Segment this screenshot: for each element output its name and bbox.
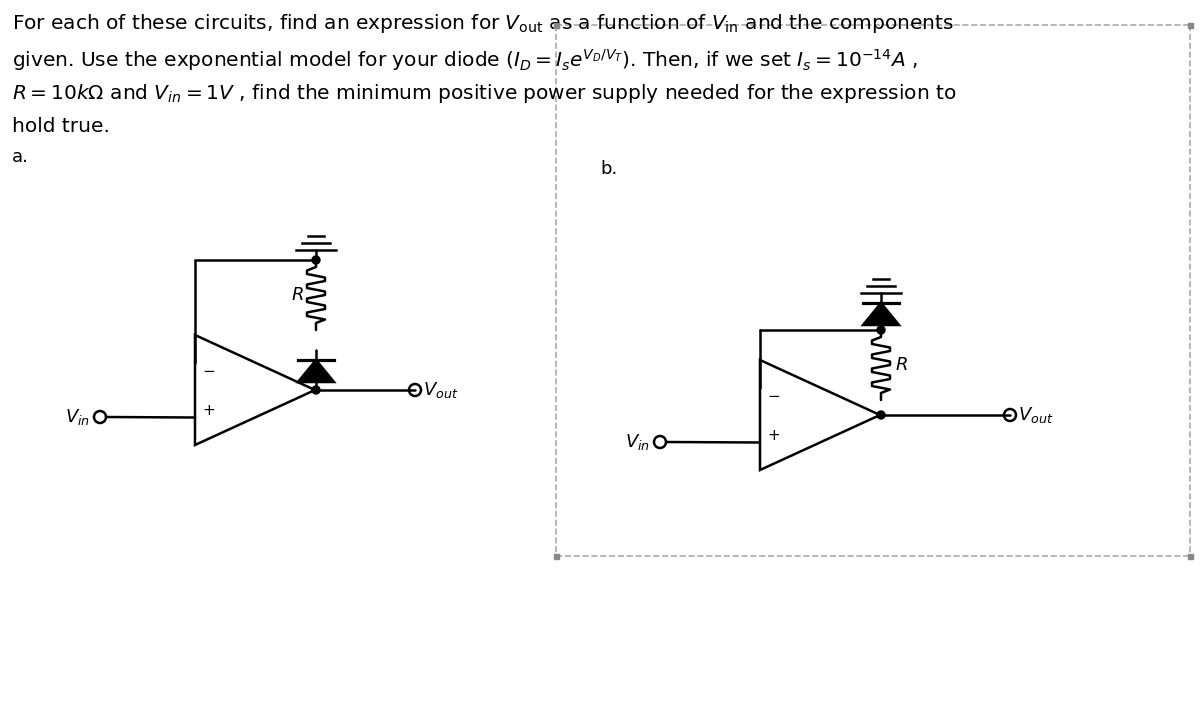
Bar [1188,22,1193,27]
Circle shape [312,256,320,264]
Bar [553,22,558,27]
Text: $V_{in}$: $V_{in}$ [625,432,650,452]
Text: $V_{out}$: $V_{out}$ [424,380,458,400]
Polygon shape [863,303,899,325]
Text: $R$: $R$ [895,356,907,374]
Text: $V_{in}$: $V_{in}$ [65,407,90,427]
Text: $V_{out}$: $V_{out}$ [1018,405,1054,425]
Text: a.: a. [12,148,29,166]
Text: For each of these circuits, find an expression for $V_\mathrm{out}$ as a functio: For each of these circuits, find an expr… [12,12,954,35]
Bar [1188,553,1193,558]
Text: hold true.: hold true. [12,117,110,136]
Circle shape [312,386,320,394]
Text: $R = 10k\Omega$ and $V_{in} = 1V$ , find the minimum positive power supply neede: $R = 10k\Omega$ and $V_{in} = 1V$ , find… [12,82,956,105]
Text: given. Use the exponential model for your diode ($I_D = I_s e^{V_D/V_T}$). Then,: given. Use the exponential model for you… [12,47,918,73]
Text: b.: b. [600,160,617,178]
Bar [553,553,558,558]
Circle shape [877,326,886,334]
Text: +: + [203,403,215,418]
Circle shape [877,411,886,419]
Text: +: + [768,428,780,443]
Text: $-$: $-$ [768,387,780,402]
Text: $R$: $R$ [292,286,304,304]
Polygon shape [298,360,334,382]
Text: $-$: $-$ [203,362,216,377]
